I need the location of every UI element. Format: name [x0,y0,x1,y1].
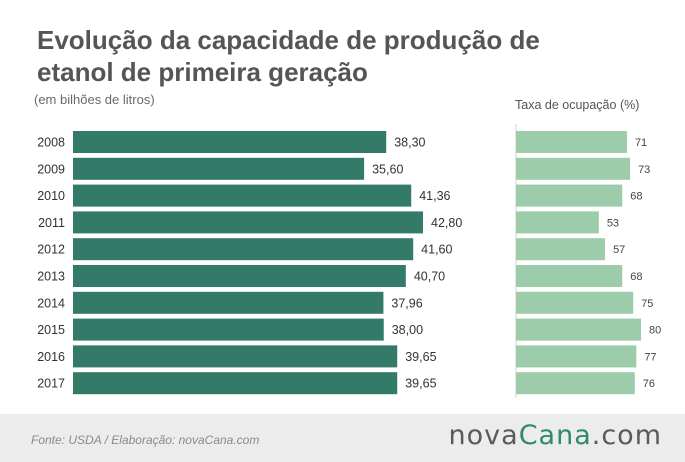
capacity-value-label: 42,80 [431,216,462,230]
year-label: 2011 [38,216,65,230]
capacity-value-label: 39,65 [405,377,436,391]
occupancy-bar [516,238,606,261]
source-note: Fonte: USDA / Elaboração: novaCana.com [31,433,260,447]
occupancy-value-label: 68 [630,271,642,283]
capacity-bar [73,318,384,341]
capacity-bar [73,291,384,314]
capacity-value-label: 41,60 [421,243,452,257]
occupancy-value-label: 71 [635,137,647,149]
capacity-bar [73,184,412,207]
capacity-bar [73,265,406,287]
brand-suffix: .com [591,420,662,451]
occupancy-title: Taxa de ocupação (%) [515,98,640,112]
bar-chart: 2008 38,30 71 2009 35,60 73 2010 41,36 68 2011 42,… [37,124,661,398]
year-label: 2013 [37,270,65,284]
occupancy-bar [516,318,641,341]
occupancy-value-label: 57 [613,244,625,256]
year-label: 2008 [37,136,65,150]
chart-subtitle: (em bilhões de litros) [34,92,155,107]
year-label: 2014 [37,296,65,310]
occupancy-value-label: 80 [649,325,661,337]
year-label: 2012 [37,243,65,257]
occupancy-bar [516,157,631,180]
capacity-value-label: 40,70 [414,270,445,284]
capacity-value-label: 41,36 [419,189,450,203]
capacity-bar [73,238,414,261]
capacity-bar [73,157,365,180]
capacity-value-label: 38,00 [392,323,423,337]
occupancy-bar [516,211,599,234]
occupancy-bar [516,345,637,368]
year-label: 2016 [37,350,65,364]
occupancy-bar [516,372,635,395]
occupancy-value-label: 53 [607,217,619,229]
capacity-value-label: 35,60 [372,162,403,176]
capacity-bar [73,131,387,153]
year-label: 2017 [37,377,65,391]
occupancy-value-label: 77 [644,351,656,363]
capacity-value-label: 39,65 [405,350,436,364]
occupancy-bar [516,265,623,287]
occupancy-value-label: 73 [638,164,650,176]
occupancy-bar [516,184,623,207]
capacity-value-label: 38,30 [394,136,425,150]
footer: Fonte: USDA / Elaboração: novaCana.com n… [0,414,685,462]
brand-main: nova [448,420,519,451]
chart-title: Evolução da capacidade de produção de et… [37,25,540,87]
capacity-bar [73,372,398,395]
year-label: 2010 [37,189,65,203]
occupancy-value-label: 75 [641,298,653,310]
occupancy-value-label: 68 [630,191,642,203]
year-label: 2015 [37,323,65,337]
year-label: 2009 [37,162,65,176]
capacity-bar [73,345,398,368]
occupancy-value-label: 76 [643,378,655,390]
capacity-bar [73,211,423,234]
occupancy-bar [516,131,627,153]
capacity-value-label: 37,96 [391,296,422,310]
brand-logo: novaCana.com [449,420,662,451]
brand-accent: Cana [518,420,592,451]
occupancy-bar [516,291,634,314]
